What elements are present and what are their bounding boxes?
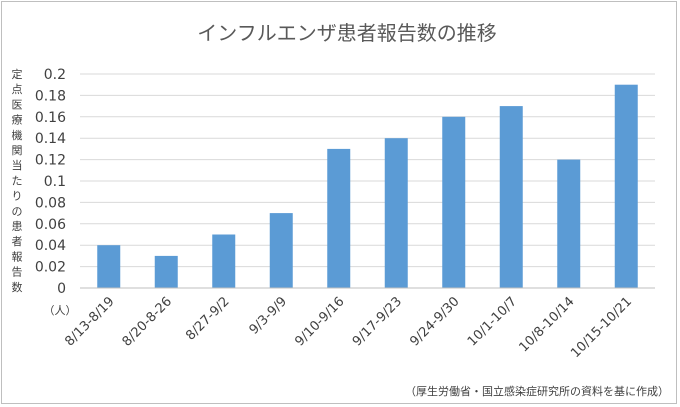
bar xyxy=(154,255,178,288)
y-tick-label: 0 xyxy=(57,281,66,297)
y-axis-label-char: 者 xyxy=(12,235,23,248)
x-tick-label: 10/15-10/21 xyxy=(568,294,635,361)
bar xyxy=(442,116,466,288)
y-tick-label: 0.1 xyxy=(44,174,66,190)
y-axis-label-char: 報 xyxy=(12,250,23,263)
y-axis-label-char: り xyxy=(12,190,23,203)
bars xyxy=(97,84,638,288)
bar xyxy=(327,148,351,288)
bar xyxy=(269,213,293,288)
bar xyxy=(212,234,236,288)
x-tick-label: 9/17-9/23 xyxy=(350,294,405,349)
y-axis-label-char: 機 xyxy=(12,128,23,142)
y-tick-label: 0.04 xyxy=(35,238,66,254)
y-tick-label: 0.14 xyxy=(35,131,66,147)
y-axis-label-char: 告 xyxy=(12,266,23,279)
bar xyxy=(614,84,638,288)
y-axis-label-char: 点 xyxy=(12,83,23,96)
y-axis-label-char: 当 xyxy=(12,158,23,172)
y-axis-label-char: 関 xyxy=(12,144,23,157)
x-tick-label: 8/20-8-26 xyxy=(120,294,175,349)
x-tick-label: 9/3-9/9 xyxy=(247,294,291,338)
y-tick-label: 0.02 xyxy=(35,260,66,276)
chart-title: インフルエンザ患者報告数の推移 xyxy=(197,21,496,45)
bar xyxy=(97,245,121,288)
y-tick-label: 0.06 xyxy=(35,217,66,233)
y-axis-label-char: 医 xyxy=(12,98,23,111)
y-tick-label: 0.18 xyxy=(35,88,66,104)
y-tick-label: 0.08 xyxy=(35,195,66,211)
bar xyxy=(557,159,581,288)
y-tick-label: 0.12 xyxy=(35,153,66,169)
y-tick-label: 0.2 xyxy=(44,67,66,83)
x-tick-label: 8/27-9/2 xyxy=(183,294,232,343)
y-axis-label-char: 療 xyxy=(12,113,23,127)
x-axis-ticks: 8/13-8/19 8/20-8-26 8/27-9/2 9/3-9/9 9/10-9/… xyxy=(62,294,635,361)
y-axis-unit: （人） xyxy=(44,304,77,317)
y-axis-ticks: 0 0.02 0.04 0.06 0.08 0.1 0.12 0.14 0.16 0.18 0.2 xyxy=(35,67,66,297)
x-tick-label: 8/13-8/19 xyxy=(62,294,117,349)
x-tick-label: 9/24-9/30 xyxy=(407,294,462,349)
y-axis-label-char: た xyxy=(12,174,23,187)
y-axis-label-char: 患 xyxy=(12,220,23,233)
x-tick-label: 10/1-10/7 xyxy=(465,294,520,349)
bar xyxy=(499,106,523,288)
source-note: （厚生労働省・国立感染症研究所の資料を基に作成） xyxy=(405,384,669,398)
bar xyxy=(384,138,408,288)
y-axis-label-char: 定 xyxy=(12,67,23,81)
y-axis-label-char: の xyxy=(12,205,23,218)
x-tick-label: 9/10-9/16 xyxy=(292,294,347,349)
y-tick-label: 0.16 xyxy=(35,110,66,126)
y-axis-label-char: 数 xyxy=(12,281,23,294)
x-tick-label: 10/8-10/14 xyxy=(517,294,578,355)
